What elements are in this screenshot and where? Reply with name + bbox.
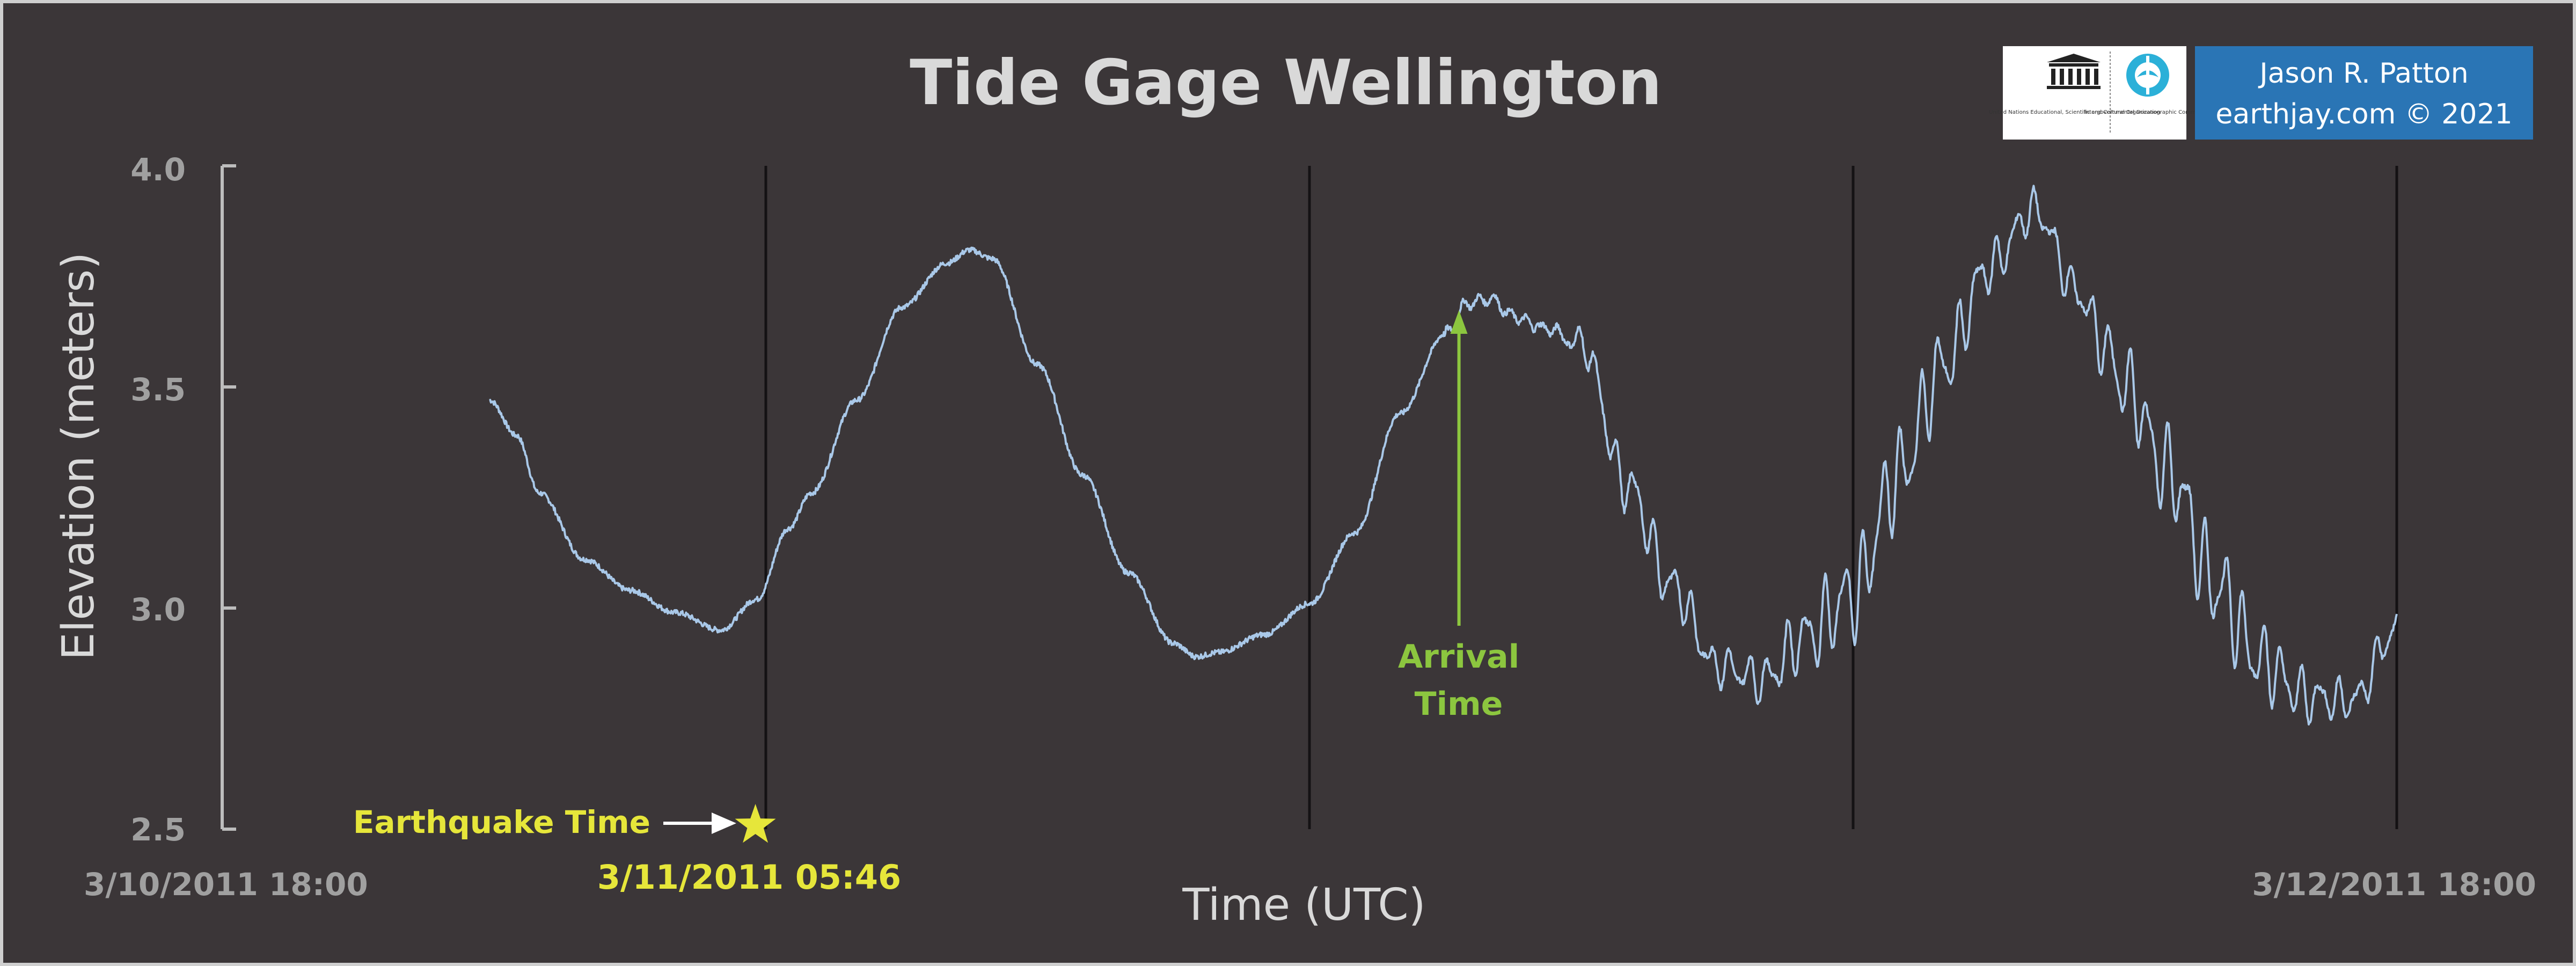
unesco-logo-text: United Nations Educational, Scientific a… [1989, 109, 2161, 115]
series-layer [489, 185, 2398, 726]
y-tick-label-2.5: 2.5 [130, 811, 186, 848]
logo-panel: United Nations Educational, Scientific a… [1989, 46, 2211, 140]
credit-name: Jason R. Patton [2258, 57, 2468, 90]
ioc-logo-text: Intergovernmental Oceanographic Commissi… [2084, 109, 2211, 115]
arrival-label-line1: Arrival [1398, 638, 1519, 676]
x-tick-label-end: 3/12/2011 18:00 [2252, 866, 2536, 903]
ioc-logo-icon [2126, 54, 2169, 97]
arrival-arrow-head [1450, 310, 1468, 334]
y-axis [221, 164, 236, 831]
gridlines [764, 166, 2398, 829]
earthquake-star-icon [735, 804, 776, 843]
credit-site: earthjay.com © 2021 [2215, 98, 2512, 130]
arrival-label-line2: Time [1415, 685, 1503, 723]
earthquake-arrow-head [712, 813, 736, 834]
x-axis-label: Time (UTC) [1182, 880, 1425, 931]
y-tick-label-3.5: 3.5 [130, 371, 186, 408]
earthquake-time-label: 3/11/2011 05:46 [597, 858, 901, 897]
unesco-logo-icon [2047, 54, 2101, 89]
chart-title: Tide Gage Wellington [910, 47, 1662, 119]
tide-series-line [489, 185, 2398, 726]
y-tick-label-4.0: 4.0 [130, 151, 186, 188]
y-axis-label: Elevation (meters) [53, 252, 104, 660]
earthquake-label: Earthquake Time [353, 804, 650, 840]
tide-chart: Tide Gage Wellington Time (UTC) Elevatio… [53, 46, 2536, 931]
credit-box: Jason R. Patton earthjay.com © 2021 [2195, 46, 2533, 140]
x-tick-label-start: 3/10/2011 18:00 [84, 866, 368, 903]
y-tick-label-3.0: 3.0 [130, 591, 186, 628]
